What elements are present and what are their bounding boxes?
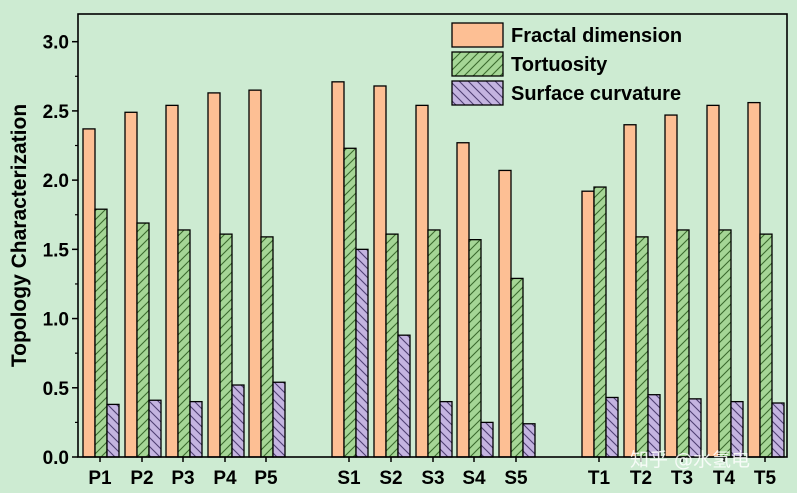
y-tick-label: 2.0: [43, 171, 69, 192]
x-tick-label-s5: S5: [504, 468, 528, 489]
y-tick-label: 1.5: [43, 240, 70, 261]
bar-t2-fractal-dimension: [623, 124, 637, 458]
y-tick-label: 0.5: [43, 379, 70, 400]
bar-p2-surface-curvature: [148, 399, 162, 458]
bar-s3-surface-curvature: [439, 400, 453, 458]
bar-p3-tortuosity: [177, 229, 191, 458]
bar-s3-fractal-dimension: [415, 104, 429, 458]
bar-t4-tortuosity: [718, 229, 732, 458]
bar-t4-fractal-dimension: [706, 104, 720, 458]
bar-p2-fractal-dimension: [124, 111, 138, 458]
bar-t1-surface-curvature: [605, 396, 619, 458]
x-tick-label-p2: P2: [130, 468, 153, 489]
bar-s1-surface-curvature: [355, 248, 369, 458]
x-tick-label-t4: T4: [713, 468, 736, 489]
bar-s2-fractal-dimension: [373, 85, 387, 458]
bar-s5-fractal-dimension: [498, 169, 512, 458]
bar-t5-fractal-dimension: [747, 101, 761, 458]
bar-s5-surface-curvature: [522, 423, 536, 458]
bar-t2-surface-curvature: [647, 394, 661, 458]
bar-t5-tortuosity: [759, 233, 773, 458]
bar-s2-tortuosity: [385, 233, 399, 458]
bar-p4-surface-curvature: [231, 384, 245, 458]
bar-s4-fractal-dimension: [456, 142, 470, 458]
x-tick-label-p1: P1: [88, 468, 112, 489]
bar-p4-tortuosity: [219, 233, 233, 458]
x-tick-label-s1: S1: [337, 468, 361, 489]
bar-t3-tortuosity: [676, 229, 690, 458]
bar-s4-tortuosity: [468, 239, 482, 458]
legend-label-surface-curvature: Surface curvature: [511, 83, 681, 105]
plot-frame: [77, 13, 788, 458]
bar-s2-surface-curvature: [397, 334, 411, 458]
bar-s5-tortuosity: [510, 277, 524, 458]
bar-s1-tortuosity: [343, 147, 357, 458]
bar-p1-tortuosity: [94, 208, 108, 458]
bar-p1-surface-curvature: [106, 403, 120, 458]
bar-p1-fractal-dimension: [82, 128, 96, 458]
x-tick-label-t5: T5: [754, 468, 777, 489]
x-tick-label-s2: S2: [379, 468, 402, 489]
bar-p3-fractal-dimension: [165, 104, 179, 458]
x-tick-label-s3: S3: [421, 468, 444, 489]
x-tick-label-t2: T2: [630, 468, 652, 489]
bar-t1-tortuosity: [593, 186, 607, 458]
bar-p3-surface-curvature: [189, 400, 203, 458]
legend-label-tortuosity: Tortuosity: [511, 54, 608, 76]
bar-t5-surface-curvature: [771, 402, 785, 458]
legend-label-fractal-dimension: Fractal dimension: [511, 25, 682, 47]
watermark-text: 知乎 @水氢电: [630, 449, 750, 471]
x-tick-label-p4: P4: [213, 468, 237, 489]
legend-swatch-fractal-dimension: [451, 22, 504, 48]
bar-s1-fractal-dimension: [331, 81, 345, 458]
bar-p5-fractal-dimension: [248, 89, 262, 458]
y-tick-label: 2.5: [43, 102, 70, 123]
bar-s3-tortuosity: [427, 229, 441, 458]
bar-p4-fractal-dimension: [207, 92, 221, 458]
x-tick-label-s4: S4: [462, 468, 486, 489]
x-tick-label-p3: P3: [171, 468, 194, 489]
x-tick-label-p5: P5: [254, 468, 278, 489]
bar-p5-surface-curvature: [272, 381, 286, 458]
legend-swatch-tortuosity: [451, 51, 504, 77]
bar-p2-tortuosity: [136, 222, 150, 458]
bar-t1-fractal-dimension: [581, 190, 595, 458]
y-tick-label: 1.0: [43, 310, 69, 331]
bar-t2-tortuosity: [635, 236, 649, 458]
bar-p5-tortuosity: [260, 236, 274, 458]
y-axis-title: Topology Characterization: [8, 104, 31, 367]
x-tick-label-t3: T3: [671, 468, 693, 489]
bar-t3-fractal-dimension: [664, 114, 678, 458]
plot-area: [82, 81, 785, 458]
bar-s4-surface-curvature: [480, 421, 494, 458]
legend-swatch-surface-curvature: [451, 80, 504, 106]
y-tick-label: 0.0: [43, 448, 69, 469]
x-tick-label-t1: T1: [588, 468, 611, 489]
axes: P1 P2 P3 P4 P5 S1 S2 S3 S4 S5 T1 T2 T3 T4 T5 0.0 0.5 1.0 1…: [43, 13, 788, 489]
y-tick-label: 3.0: [43, 33, 69, 54]
legend: Fractal dimension Tortuosity Surface curva…: [451, 22, 682, 106]
